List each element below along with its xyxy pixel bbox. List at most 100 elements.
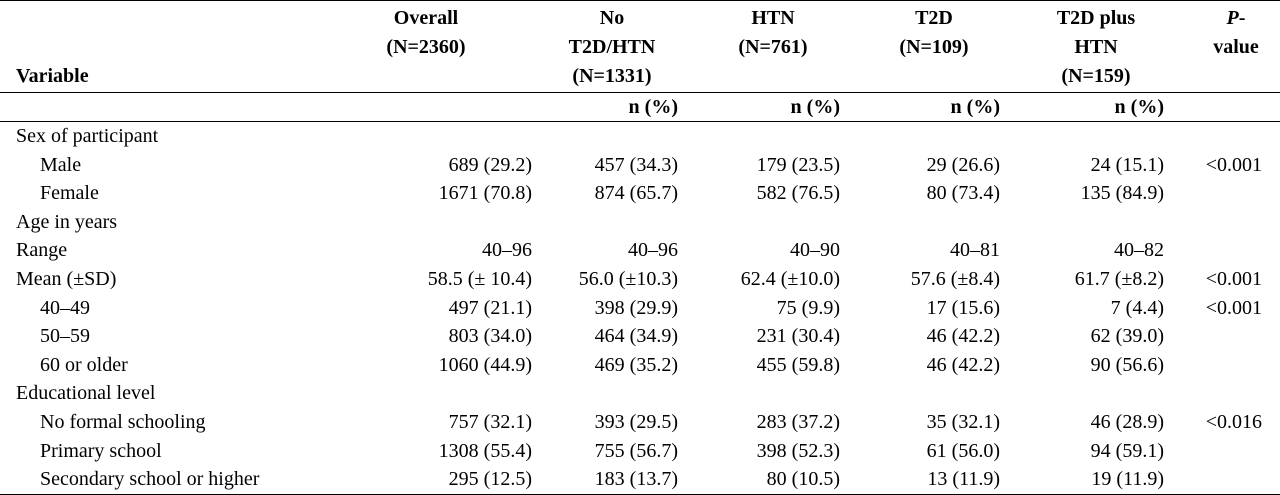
cell-p-value	[1178, 179, 1280, 208]
cell-overall: 1060 (44.9)	[438, 353, 532, 376]
cell-no-t2d-htn: 56.0 (±10.3)	[578, 267, 678, 290]
cell-htn: 75 (9.9)	[776, 296, 840, 319]
cell-t2d: 46 (42.2)	[926, 325, 1000, 348]
units-empty-overall	[320, 92, 532, 122]
cell-t2d-plus-htn	[1014, 379, 1178, 408]
header-none-line1: No	[599, 7, 625, 29]
header-overall-line2: (N=2360)	[386, 36, 466, 58]
cell-no-t2d-htn: 457 (34.3)	[594, 153, 678, 176]
cell-htn: 455 (59.8)	[756, 353, 840, 376]
table-row: Age in years	[0, 208, 1280, 237]
cell-overall: 1671 (70.8)	[438, 182, 532, 205]
cell-no-t2d-htn: 874 (65.7)	[594, 182, 678, 205]
header-overall: Overall (N=2360)	[320, 0, 532, 93]
header-both-line3: (N=159)	[1061, 65, 1131, 87]
cell-p-value	[1178, 236, 1280, 265]
cell-no-t2d-htn	[532, 208, 692, 237]
cell-overall: 58.5 (± 10.4)	[427, 267, 532, 290]
cell-htn	[692, 122, 854, 151]
table-row: Mean (±SD) 58.5 (± 10.4) 56.0 (±10.3) 62.4 …	[0, 265, 1280, 294]
row-label: 60 or older	[40, 353, 128, 376]
row-label: Educational level	[16, 382, 156, 405]
cell-no-t2d-htn: 469 (35.2)	[594, 353, 678, 376]
header-htn-line1: HTN	[751, 7, 795, 29]
cell-overall: 757 (32.1)	[448, 410, 532, 433]
units-empty-variable	[0, 92, 320, 122]
header-t2d-line1: T2D	[915, 7, 953, 29]
cell-t2d-plus-htn: 90 (56.6)	[1090, 353, 1164, 376]
table-row: 60 or older 1060 (44.9) 469 (35.2) 455 (59.…	[0, 351, 1280, 380]
cell-no-t2d-htn: 183 (13.7)	[532, 465, 692, 495]
cell-t2d-plus-htn: 7 (4.4)	[1110, 296, 1164, 319]
cell-htn: 62.4 (±10.0)	[740, 267, 840, 290]
cell-t2d	[854, 379, 1014, 408]
units-empty-pval	[1178, 92, 1280, 122]
cell-no-t2d-htn	[532, 379, 692, 408]
header-no-t2d-htn: No T2D/HTN (N=1331)	[532, 0, 692, 93]
cell-t2d: 46 (42.2)	[926, 353, 1000, 376]
row-label: No formal schooling	[40, 410, 206, 433]
table-body: Sex of participant Male 689 (29.2) 457 (34.…	[0, 122, 1280, 495]
table-row: 50–59 803 (34.0) 464 (34.9) 231 (30.4) 46 (4…	[0, 322, 1280, 351]
cell-p-value: <0.001	[1205, 153, 1262, 176]
cell-htn: 179 (23.5)	[756, 153, 840, 176]
row-label: Female	[40, 182, 99, 205]
cell-p-value: <0.001	[1205, 296, 1262, 319]
header-pval-line1: P-	[1192, 4, 1280, 33]
table-header: Variable Overall (N=2360) No T2D/HTN (N=…	[0, 0, 1280, 122]
cell-t2d-plus-htn: 61.7 (±8.2)	[1074, 267, 1164, 290]
cell-overall	[320, 208, 532, 237]
cell-overall	[320, 379, 532, 408]
row-label: Sex of participant	[16, 125, 159, 147]
cell-t2d-plus-htn: 40–82	[1114, 239, 1164, 262]
cell-no-t2d-htn: 755 (56.7)	[594, 439, 678, 462]
cell-p-value	[1178, 322, 1280, 351]
header-row: Variable Overall (N=2360) No T2D/HTN (N=…	[0, 0, 1280, 93]
cell-htn: 80 (10.5)	[692, 465, 854, 495]
row-label: 50–59	[40, 325, 90, 348]
cell-t2d: 57.6 (±8.4)	[910, 267, 1000, 290]
header-t2d-line2: (N=109)	[899, 36, 969, 58]
table-row: 40–49 497 (21.1) 398 (29.9) 75 (9.9) 17 (15.…	[0, 294, 1280, 323]
cell-overall: 689 (29.2)	[448, 153, 532, 176]
header-overall-line1: Overall	[393, 7, 459, 29]
row-label: 40–49	[40, 296, 90, 319]
header-none-line3: (N=1331)	[572, 65, 652, 87]
cell-t2d: 29 (26.6)	[926, 153, 1000, 176]
header-pval-line2: value	[1213, 36, 1259, 58]
cell-htn: 283 (37.2)	[756, 410, 840, 433]
cell-htn: 231 (30.4)	[756, 325, 840, 348]
cell-p-value	[1178, 208, 1280, 237]
units-none: n (%)	[532, 92, 692, 122]
header-htn-line2: (N=761)	[738, 36, 808, 58]
header-variable: Variable	[0, 0, 320, 93]
cell-t2d: 13 (11.9)	[854, 465, 1014, 495]
cell-t2d-plus-htn: 62 (39.0)	[1090, 325, 1164, 348]
row-label: Mean (±SD)	[16, 267, 117, 290]
cell-t2d: 17 (15.6)	[926, 296, 1000, 319]
cell-overall	[320, 122, 532, 151]
units-htn: n (%)	[692, 92, 854, 122]
cell-t2d-plus-htn: 94 (59.1)	[1090, 439, 1164, 462]
cell-htn: 398 (52.3)	[756, 439, 840, 462]
cell-htn: 40–90	[790, 239, 840, 262]
table-row: Sex of participant	[0, 122, 1280, 151]
cell-t2d-plus-htn: 135 (84.9)	[1080, 182, 1164, 205]
cell-no-t2d-htn	[532, 122, 692, 151]
cell-p-value	[1178, 379, 1280, 408]
cell-p-value: <0.001	[1205, 267, 1262, 290]
header-both-line1: T2D plus	[1056, 7, 1136, 29]
units-both: n (%)	[1014, 92, 1178, 122]
cell-htn	[692, 379, 854, 408]
table-row: Primary school 1308 (55.4) 755 (56.7) 398 (…	[0, 437, 1280, 466]
cell-overall: 40–96	[482, 239, 532, 262]
cell-overall: 1308 (55.4)	[438, 439, 532, 462]
cell-t2d	[854, 122, 1014, 151]
cell-t2d-plus-htn: 19 (11.9)	[1014, 465, 1178, 495]
cell-overall: 295 (12.5)	[320, 465, 532, 495]
cell-overall: 803 (34.0)	[448, 325, 532, 348]
row-label: Range	[16, 239, 68, 262]
units-t2d: n (%)	[854, 92, 1014, 122]
cell-p-value	[1178, 351, 1280, 380]
